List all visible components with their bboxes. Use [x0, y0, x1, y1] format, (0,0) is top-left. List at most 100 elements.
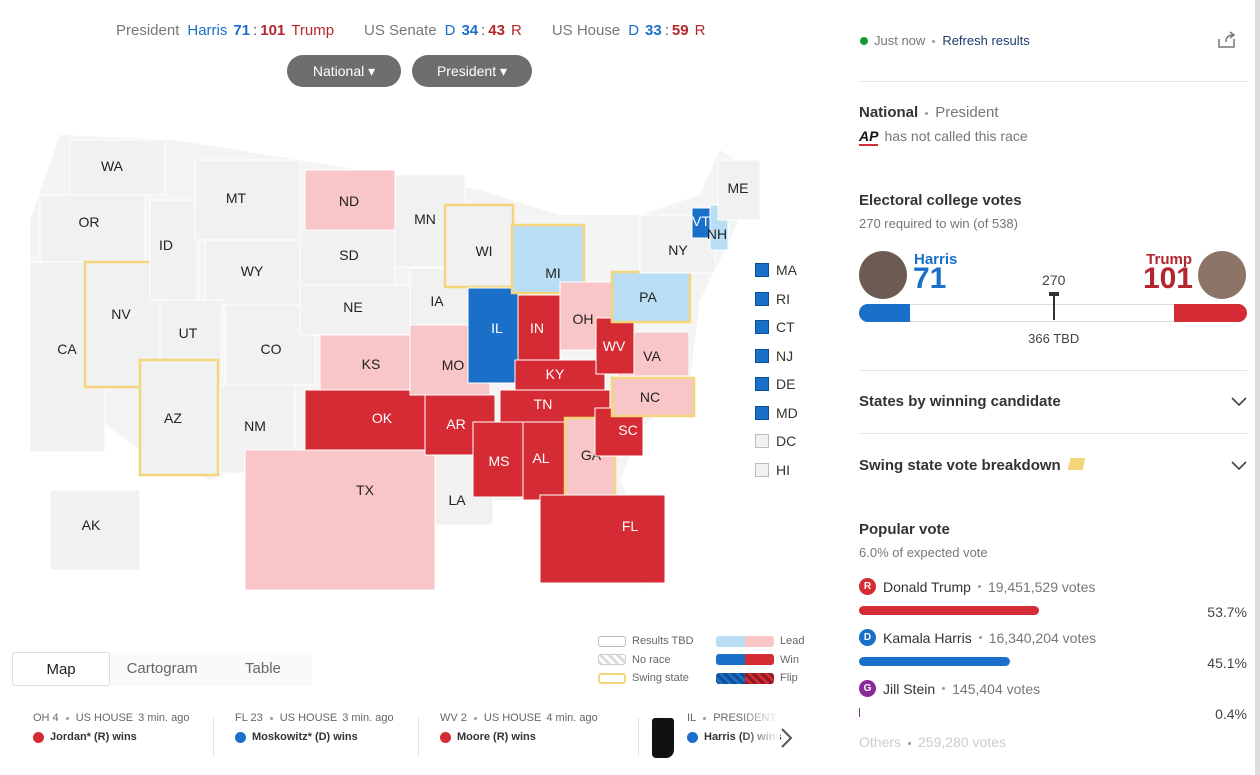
state: [304, 389, 426, 451]
separator: [473, 716, 477, 720]
separator: [269, 716, 273, 720]
state-label: AZ: [164, 410, 182, 426]
vote-bar: [859, 657, 1011, 666]
legend-swatch: [598, 654, 626, 665]
candidate-line: G Jill Stein 145,404 votes: [859, 680, 1249, 697]
harris-name: Harris: [914, 251, 958, 268]
legend-swatch: [716, 672, 774, 684]
candidate-votes: 16,340,204 votes: [988, 629, 1097, 646]
r-votes: 59: [671, 22, 689, 39]
state: [610, 270, 692, 324]
small-state-label: MD: [776, 404, 798, 421]
harris-votes: 71: [913, 262, 947, 295]
ticker-item[interactable]: OH 4 US HOUSE 3 min. ago Jordan* (R) wins: [33, 712, 218, 743]
small-state: MD: [755, 405, 798, 421]
small-state-swatch: [755, 434, 769, 448]
accordion-title-wrap: Swing state vote breakdown: [859, 457, 1085, 474]
ticker-meta: OH 4 US HOUSE 3 min. ago: [33, 712, 218, 724]
state-label: MI: [545, 265, 561, 281]
topbar: President Harris 71:101 Trump US Senate D 34:4…: [116, 22, 705, 39]
ticker-item[interactable]: WV 2 US HOUSE 4 min. ago Moore (R) wins: [440, 712, 625, 743]
ticker-time: 3 min. ago: [342, 712, 394, 724]
share-icon[interactable]: [1216, 30, 1238, 50]
small-state: HI: [755, 462, 790, 478]
ticker-time: 3 min. ago: [138, 712, 190, 724]
state-label: LA: [448, 492, 466, 508]
dropdown[interactable]: National ▾: [287, 55, 401, 87]
tbd-label: 366 TBD: [1028, 331, 1080, 346]
candidate-name: Jill Stein: [883, 680, 936, 697]
candidate-name: Donald Trump: [883, 578, 971, 595]
r-name: R: [694, 22, 706, 39]
chevron: [1231, 396, 1247, 406]
r-votes: 43: [488, 22, 505, 39]
legend-item: Swing state: [598, 672, 689, 684]
race-score: President Harris 71:101 Trump: [116, 22, 334, 39]
legend-item: Flip: [716, 672, 798, 684]
accordion[interactable]: States by winning candidate: [859, 370, 1247, 434]
accordions: States by winning candidate Swing state v…: [859, 370, 1247, 497]
state-label: OK: [372, 410, 393, 426]
small-state: RI: [755, 291, 790, 307]
small-state: MA: [755, 262, 797, 278]
separator: [942, 687, 946, 690]
ticker-district: IL: [687, 712, 697, 724]
chevron-path: [1231, 460, 1247, 470]
ticker-next[interactable]: [778, 727, 794, 749]
legend-swatch: [716, 635, 774, 647]
state-label: KS: [362, 356, 381, 372]
state-label: FL: [622, 518, 639, 534]
view-tab[interactable]: Cartogram: [110, 652, 214, 686]
scope: National President: [859, 104, 999, 121]
state-label: PA: [639, 289, 657, 305]
party-dot: [235, 731, 246, 743]
state-label: OR: [79, 214, 100, 230]
party-dot: [440, 731, 451, 743]
electoral-bar: 270 366 TBD: [859, 266, 1247, 356]
dropdown-label: President: [436, 63, 497, 79]
accordion-title-wrap: States by winning candidate: [859, 393, 1061, 410]
small-state-label: NJ: [776, 347, 794, 364]
dropdown[interactable]: President ▾: [412, 55, 532, 87]
race-label: US Senate: [364, 22, 437, 39]
ticker-item[interactable]: FL 23 US HOUSE 3 min. ago Moskowitz* (D) wi…: [235, 712, 420, 743]
state: [299, 229, 396, 286]
small-state: DE: [755, 376, 795, 392]
state-label: AK: [82, 517, 101, 533]
vote-percent: 0.4%: [1215, 706, 1247, 722]
state-label: MO: [442, 357, 465, 373]
ticker-result-text: Moskowitz* (D) wins: [252, 731, 358, 743]
legend-swatch: [598, 635, 626, 647]
state-label: OH: [573, 311, 594, 327]
state: [514, 359, 606, 394]
small-state-label: MA: [776, 262, 797, 278]
view-tab[interactable]: Table: [213, 652, 312, 686]
state: [194, 159, 301, 241]
ticker-office: US HOUSE: [75, 712, 134, 724]
small-state: NJ: [755, 348, 793, 364]
small-state-swatch: [755, 405, 769, 420]
ticker-divider: [418, 718, 419, 756]
candidate-line: D Kamala Harris 16,340,204 votes: [859, 629, 1249, 646]
state: [319, 334, 426, 391]
race-score: US House D 33:59 R: [552, 22, 706, 39]
party-dot: [687, 731, 698, 743]
small-state-label: CT: [776, 319, 795, 335]
refresh-link[interactable]: Refresh results: [942, 33, 1030, 48]
view-tab[interactable]: Map: [12, 652, 111, 686]
trump-photo: [1198, 251, 1246, 299]
state: [299, 284, 411, 336]
small-state-swatch: [755, 291, 769, 306]
state-label: AR: [446, 416, 465, 432]
d-name: Harris: [187, 22, 228, 39]
ticker-meta: WV 2 US HOUSE 4 min. ago: [440, 712, 625, 724]
small-state-label: DE: [776, 376, 796, 392]
view-tabs: Map Cartogram Table: [12, 652, 312, 686]
section-title: Popular vote: [859, 521, 950, 538]
accordion[interactable]: Swing state vote breakdown: [859, 434, 1247, 497]
legend-item: Win: [716, 654, 799, 666]
ticker-result: Moskowitz* (D) wins: [235, 731, 420, 743]
ticker-meta: FL 23 US HOUSE 3 min. ago: [235, 712, 420, 724]
small-state-swatch: [755, 320, 769, 334]
